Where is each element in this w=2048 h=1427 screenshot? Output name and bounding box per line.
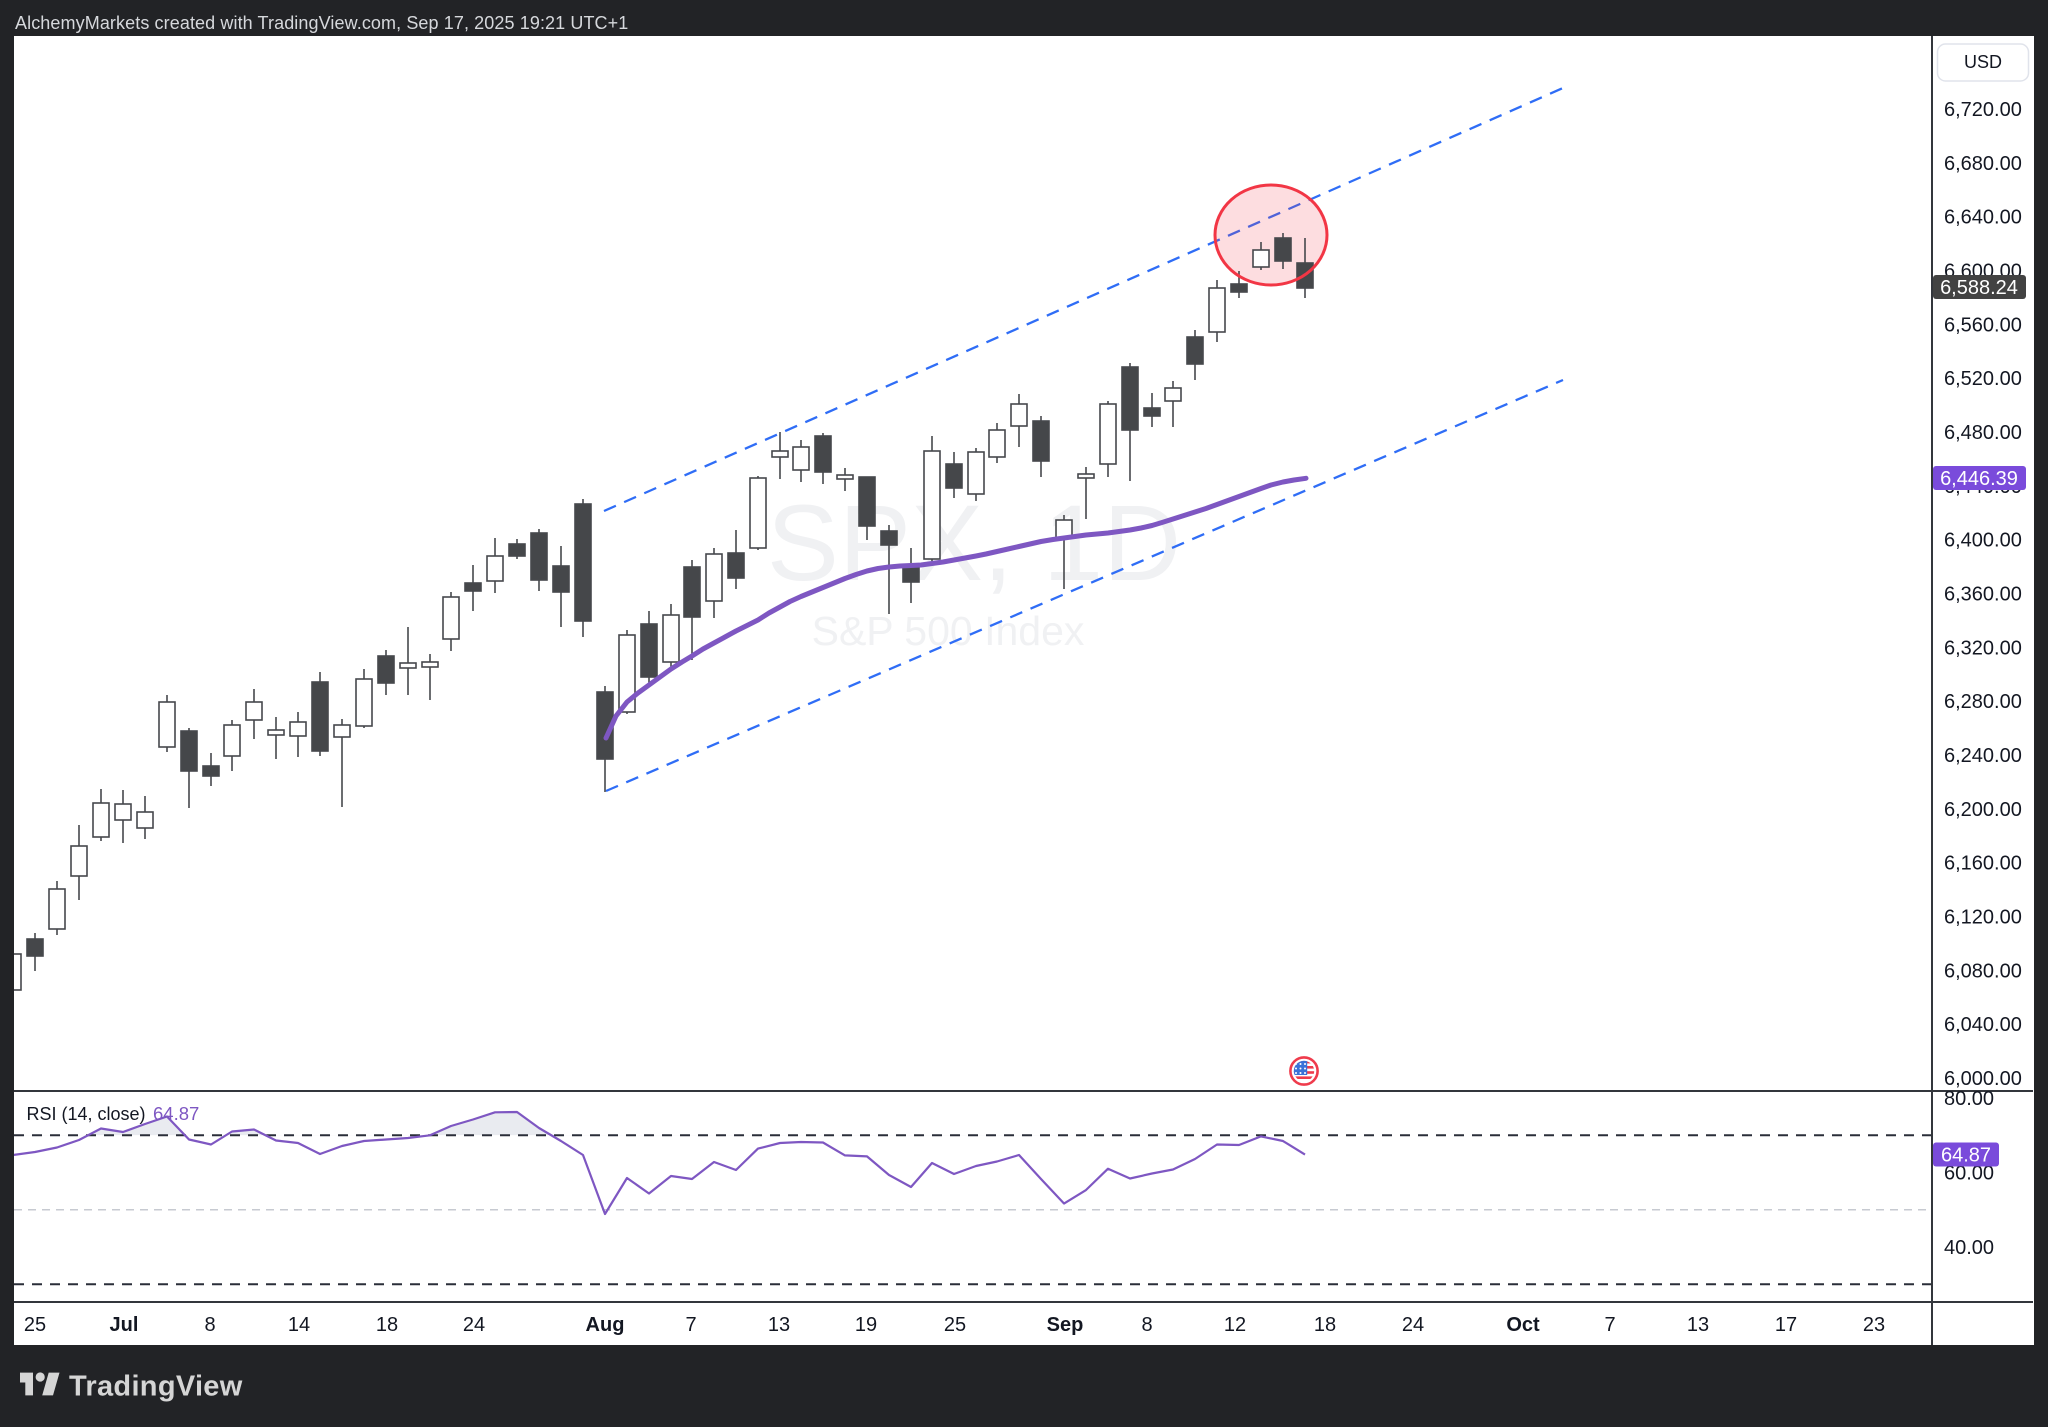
svg-text:8: 8 xyxy=(204,1314,215,1336)
svg-text:25: 25 xyxy=(944,1314,966,1336)
svg-text:USD: USD xyxy=(1964,52,2002,72)
svg-text:Aug: Aug xyxy=(586,1314,625,1336)
svg-text:6,640.00: 6,640.00 xyxy=(1944,207,2022,229)
svg-text:40.00: 40.00 xyxy=(1944,1237,1994,1259)
svg-text:6,400.00: 6,400.00 xyxy=(1944,530,2022,552)
svg-text:23: 23 xyxy=(1863,1314,1885,1336)
svg-text:19: 19 xyxy=(855,1314,877,1336)
svg-text:6,240.00: 6,240.00 xyxy=(1944,745,2022,767)
svg-text:S&P 500 Index: S&P 500 Index xyxy=(812,608,1085,654)
svg-text:24: 24 xyxy=(463,1314,485,1336)
svg-text:6,280.00: 6,280.00 xyxy=(1944,691,2022,713)
svg-text:8: 8 xyxy=(1141,1314,1152,1336)
svg-text:13: 13 xyxy=(768,1314,790,1336)
svg-text:80.00: 80.00 xyxy=(1944,1088,1994,1110)
svg-text:6,360.00: 6,360.00 xyxy=(1944,584,2022,606)
svg-text:24: 24 xyxy=(1402,1314,1424,1336)
svg-text:12: 12 xyxy=(1224,1314,1246,1336)
svg-text:13: 13 xyxy=(1687,1314,1709,1336)
svg-text:6,680.00: 6,680.00 xyxy=(1944,153,2022,175)
svg-text:64.87: 64.87 xyxy=(153,1103,199,1124)
svg-text:Oct: Oct xyxy=(1506,1314,1540,1336)
svg-text:AlchemyMarkets created with Tr: AlchemyMarkets created with TradingView.… xyxy=(15,13,628,33)
svg-text:7: 7 xyxy=(1604,1314,1615,1336)
svg-text:6,588.24: 6,588.24 xyxy=(1940,277,2018,299)
svg-text:7: 7 xyxy=(685,1314,696,1336)
svg-text:6,520.00: 6,520.00 xyxy=(1944,368,2022,390)
svg-text:6,000.00: 6,000.00 xyxy=(1944,1068,2022,1090)
svg-text:6,320.00: 6,320.00 xyxy=(1944,637,2022,659)
svg-text:25: 25 xyxy=(24,1314,46,1336)
svg-text:17: 17 xyxy=(1775,1314,1797,1336)
svg-text:6,160.00: 6,160.00 xyxy=(1944,853,2022,875)
svg-text:Jul: Jul xyxy=(110,1314,139,1336)
svg-text:64.87: 64.87 xyxy=(1941,1145,1991,1167)
svg-text:Sep: Sep xyxy=(1047,1314,1084,1336)
svg-text:6,040.00: 6,040.00 xyxy=(1944,1014,2022,1036)
svg-text:6,560.00: 6,560.00 xyxy=(1944,314,2022,336)
svg-text:18: 18 xyxy=(1314,1314,1336,1336)
svg-text:14: 14 xyxy=(288,1314,310,1336)
svg-text:6,720.00: 6,720.00 xyxy=(1944,99,2022,121)
svg-text:6,200.00: 6,200.00 xyxy=(1944,799,2022,821)
svg-text:RSI (14, close): RSI (14, close) xyxy=(27,1104,146,1124)
svg-text:60.00: 60.00 xyxy=(1944,1163,1994,1185)
svg-text:6,480.00: 6,480.00 xyxy=(1944,422,2022,444)
svg-text:6,080.00: 6,080.00 xyxy=(1944,960,2022,982)
svg-text:TradingView: TradingView xyxy=(69,1371,243,1403)
svg-text:18: 18 xyxy=(376,1314,398,1336)
svg-text:6,120.00: 6,120.00 xyxy=(1944,907,2022,929)
svg-text:6,446.39: 6,446.39 xyxy=(1940,468,2018,490)
